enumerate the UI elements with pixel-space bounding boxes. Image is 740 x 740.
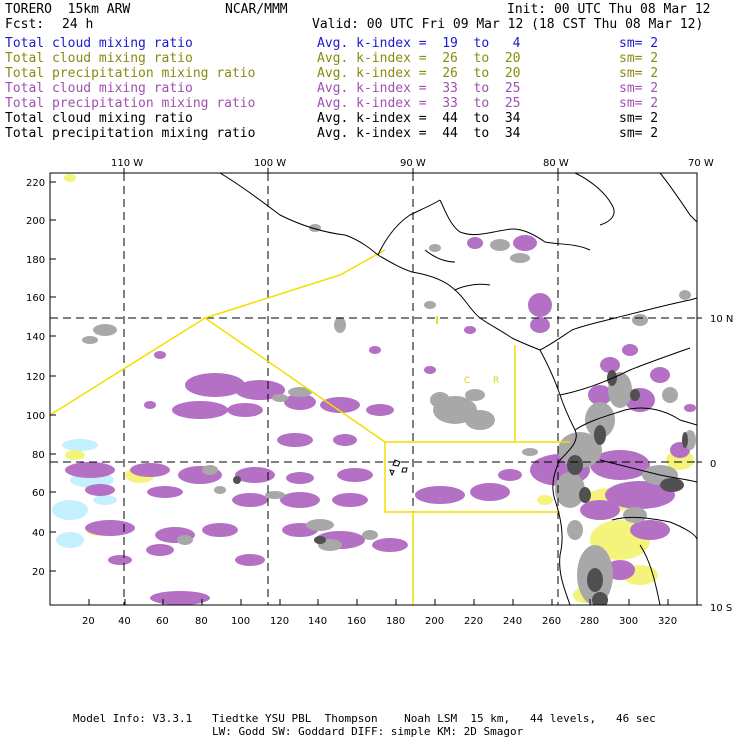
y-tick: 200 xyxy=(26,216,45,227)
legend-sm: sm= 2 xyxy=(619,36,659,51)
legend-field: Total precipitation mixing ratio xyxy=(5,126,256,141)
x-tick: 260 xyxy=(542,616,561,627)
legend-sm: sm= 2 xyxy=(619,96,659,111)
y-tick: 60 xyxy=(32,488,45,499)
dark-cloud-areas xyxy=(233,370,688,605)
legend-index: Avg. k-index = 33 to 25 xyxy=(317,81,521,96)
valid-time: Valid: 00 UTC Fri 09 Mar 12 (18 CST Thu … xyxy=(312,17,704,32)
x-tick: 80 xyxy=(195,616,208,627)
x-tick: 100 xyxy=(231,616,250,627)
coastlines xyxy=(219,173,697,605)
legend-field: Total cloud mixing ratio xyxy=(5,51,193,66)
y-tick: 20 xyxy=(32,567,45,578)
lat-label: 0 xyxy=(710,459,716,470)
y-tick: 80 xyxy=(32,450,45,461)
x-tick: 200 xyxy=(425,616,444,627)
y-tick: 140 xyxy=(26,332,45,343)
x-tick: 120 xyxy=(270,616,289,627)
lon-label: 100 W xyxy=(254,158,286,169)
axis-ticks xyxy=(50,168,702,606)
region-label-c: C xyxy=(464,376,470,386)
legend-sm: sm= 2 xyxy=(619,81,659,96)
lon-label: 110 W xyxy=(111,158,143,169)
x-tick: 20 xyxy=(82,616,95,627)
plot-frame xyxy=(49,172,698,606)
legend-sm: sm= 2 xyxy=(619,66,659,81)
legend-index: Avg. k-index = 44 to 34 xyxy=(317,126,521,141)
x-tick: 160 xyxy=(347,616,366,627)
legend-field: Total precipitation mixing ratio xyxy=(5,66,256,81)
lon-label: 90 W xyxy=(400,158,426,169)
x-tick: 220 xyxy=(464,616,483,627)
model-info: Model Info: V3.3.1 Tiedtke YSU PBL Thomp… xyxy=(73,712,656,725)
y-tick: 40 xyxy=(32,528,45,539)
legend-index: Avg. k-index = 26 to 20 xyxy=(317,51,521,66)
lat-lon-grid xyxy=(50,173,697,605)
legend-sm: sm= 2 xyxy=(619,51,659,66)
x-tick: 280 xyxy=(580,616,599,627)
legend-index: Avg. k-index = 33 to 25 xyxy=(317,96,521,111)
bottom-axis: 20 40 60 80 100 120 140 160 180 200 220 … xyxy=(82,616,677,627)
legend-index: Avg. k-index = 44 to 34 xyxy=(317,111,521,126)
legend-sm: sm= 2 xyxy=(619,126,659,141)
y-tick: 120 xyxy=(26,372,45,383)
lat-label: 10 S xyxy=(710,603,732,614)
legend-index: Avg. k-index = 19 to 4 xyxy=(317,36,521,51)
x-tick: 300 xyxy=(619,616,638,627)
x-tick: 140 xyxy=(308,616,327,627)
init-time: Init: 00 UTC Thu 08 Mar 12 xyxy=(507,2,711,17)
model-title: TORERO 15km ARW xyxy=(5,2,131,17)
organization: NCAR/MMM xyxy=(225,2,288,17)
plot-area: C R xyxy=(49,168,702,606)
lon-label: 80 W xyxy=(543,158,569,169)
region-boundaries xyxy=(50,249,570,605)
legend-field: Total cloud mixing ratio xyxy=(5,81,193,96)
legend-field: Total cloud mixing ratio xyxy=(5,36,193,51)
forecast-value: 24 h xyxy=(62,17,94,32)
left-axis: 220 200 180 160 140 120 100 80 60 40 20 xyxy=(26,178,45,578)
x-tick: 180 xyxy=(386,616,405,627)
legend-sm: sm= 2 xyxy=(619,111,659,126)
legend-field: Total cloud mixing ratio xyxy=(5,111,193,126)
legend-field: Total precipitation mixing ratio xyxy=(5,96,256,111)
y-tick: 180 xyxy=(26,255,45,266)
x-tick: 60 xyxy=(156,616,169,627)
y-tick: 100 xyxy=(26,411,45,422)
y-tick: 160 xyxy=(26,293,45,304)
lon-label: 70 W xyxy=(688,158,714,169)
x-tick: 240 xyxy=(503,616,522,627)
y-tick: 220 xyxy=(26,178,45,189)
x-tick: 320 xyxy=(658,616,677,627)
forecast-label: Fcst: xyxy=(5,17,45,32)
lat-label: 10 N xyxy=(710,314,733,325)
physics-info: LW: Godd SW: Goddard DIFF: simple KM: 2D… xyxy=(212,725,524,738)
region-label-r: R xyxy=(493,376,499,386)
legend-index: Avg. k-index = 26 to 20 xyxy=(317,66,521,81)
x-tick: 40 xyxy=(118,616,131,627)
